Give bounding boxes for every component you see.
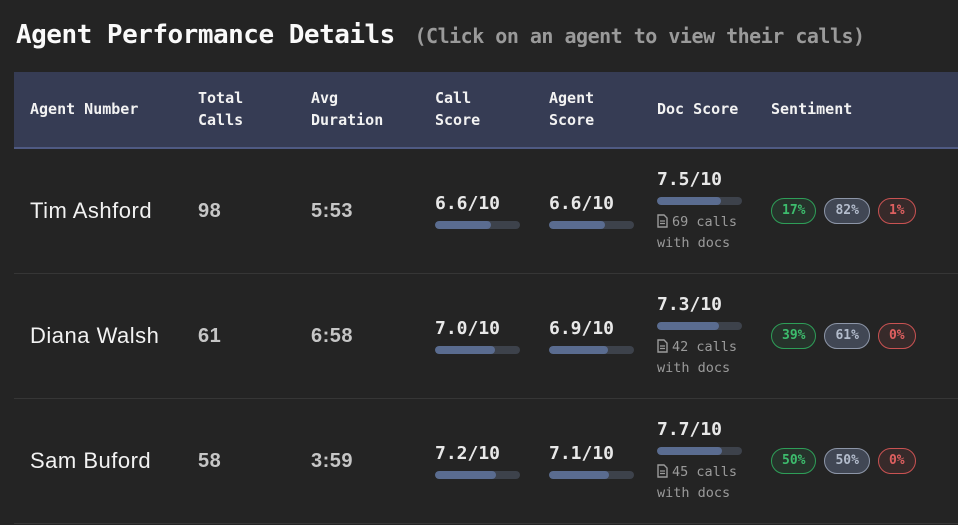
- doc-score-bar: [657, 321, 742, 330]
- total-calls-value: 98: [198, 199, 222, 222]
- docs-label: calls with docs: [657, 338, 738, 376]
- sentiment-positive-badge: 50%: [771, 447, 817, 475]
- agent-name-cell: Tim Ashford: [14, 198, 182, 224]
- agent-name: Sam Buford: [30, 448, 152, 473]
- avg-duration-value: 6:58: [311, 324, 354, 347]
- docs-count: 42: [672, 338, 689, 355]
- call-score-bar: [435, 346, 520, 354]
- call-score-bar: [435, 471, 520, 479]
- agent-row[interactable]: Diana Walsh 61 6:58 7.0/10 6.9/10 7.3/10…: [14, 274, 958, 399]
- sentiment-neutral-badge: 61%: [824, 322, 870, 350]
- agent-score-bar: [549, 471, 634, 479]
- avg-duration-cell: 6:58: [295, 325, 419, 348]
- column-header-doc-score: Doc Score: [657, 99, 739, 118]
- doc-score-bar-fill: [657, 446, 723, 455]
- document-icon: [657, 339, 668, 359]
- table-header-row: Agent Number Total Calls Avg Duration Ca…: [14, 72, 958, 149]
- column-header-sentiment: Sentiment: [771, 99, 853, 118]
- page-header: Agent Performance Details (Click on an a…: [0, 0, 958, 50]
- agent-score-cell: 7.1/10: [533, 443, 641, 479]
- doc-score-cell: 7.7/10 45 calls with docs: [641, 419, 755, 503]
- agent-score-value: 6.6/10: [549, 193, 615, 214]
- page-subtitle: (Click on an agent to view their calls): [414, 24, 865, 48]
- table-body: Tim Ashford 98 5:53 6.6/10 6.6/10 7.5/10…: [14, 149, 958, 524]
- sentiment-cell: 39% 61% 0%: [755, 322, 958, 350]
- agent-score-cell: 6.6/10: [533, 193, 641, 229]
- sentiment-badges: 17% 82% 1%: [771, 197, 958, 225]
- doc-score-cell: 7.3/10 42 calls with docs: [641, 294, 755, 378]
- doc-score-value: 7.5/10: [657, 168, 723, 190]
- docs-info: 69 calls with docs: [657, 213, 745, 253]
- docs-count: 69: [672, 213, 689, 230]
- total-calls-cell: 98: [182, 200, 295, 223]
- sentiment-negative-badge: 1%: [877, 197, 916, 225]
- agent-performance-table: Agent Number Total Calls Avg Duration Ca…: [14, 72, 958, 524]
- call-score-value: 6.6/10: [435, 193, 501, 214]
- sentiment-neutral-badge: 50%: [824, 447, 870, 475]
- agent-score-bar: [549, 346, 634, 354]
- sentiment-negative-badge: 0%: [877, 322, 916, 350]
- doc-score-bar: [657, 446, 742, 455]
- agent-score-cell: 6.9/10: [533, 318, 641, 354]
- agent-score-value: 7.1/10: [549, 443, 615, 464]
- agent-name-cell: Sam Buford: [14, 448, 182, 474]
- sentiment-cell: 17% 82% 1%: [755, 197, 958, 225]
- column-header-total-calls: Total Calls: [198, 88, 244, 129]
- avg-duration-value: 5:53: [311, 199, 354, 222]
- sentiment-positive-badge: 39%: [771, 322, 817, 350]
- sentiment-badges: 50% 50% 0%: [771, 447, 958, 475]
- call-score-bar-fill: [435, 471, 497, 479]
- agent-name: Diana Walsh: [30, 323, 160, 348]
- agent-score-bar: [549, 221, 634, 229]
- total-calls-cell: 61: [182, 325, 295, 348]
- agent-name-cell: Diana Walsh: [14, 323, 182, 349]
- column-header-avg-duration: Avg Duration: [311, 88, 384, 129]
- agent-score-bar-fill: [549, 221, 606, 229]
- document-icon: [657, 214, 668, 234]
- document-icon: [657, 464, 668, 484]
- doc-score-cell: 7.5/10 69 calls with docs: [641, 169, 755, 253]
- sentiment-negative-badge: 0%: [877, 447, 916, 475]
- doc-score-value: 7.3/10: [657, 293, 723, 315]
- agent-score-bar-fill: [549, 346, 608, 354]
- sentiment-cell: 50% 50% 0%: [755, 447, 958, 475]
- agent-score-value: 6.9/10: [549, 318, 615, 339]
- docs-label: calls with docs: [657, 463, 738, 501]
- avg-duration-cell: 5:53: [295, 200, 419, 223]
- total-calls-cell: 58: [182, 450, 295, 473]
- sentiment-positive-badge: 17%: [771, 197, 817, 225]
- doc-score-bar-fill: [657, 196, 721, 205]
- agent-row[interactable]: Sam Buford 58 3:59 7.2/10 7.1/10 7.7/10 …: [14, 399, 958, 524]
- total-calls-value: 61: [198, 324, 222, 347]
- call-score-value: 7.0/10: [435, 318, 501, 339]
- page-title: Agent Performance Details: [16, 20, 395, 50]
- sentiment-badges: 39% 61% 0%: [771, 322, 958, 350]
- call-score-cell: 7.2/10: [419, 443, 533, 479]
- agent-name: Tim Ashford: [30, 198, 153, 223]
- docs-label: calls with docs: [657, 213, 738, 251]
- call-score-bar: [435, 221, 520, 229]
- call-score-cell: 7.0/10: [419, 318, 533, 354]
- call-score-bar-fill: [435, 346, 495, 354]
- total-calls-value: 58: [198, 449, 222, 472]
- docs-count: 45: [672, 463, 689, 480]
- call-score-cell: 6.6/10: [419, 193, 533, 229]
- avg-duration-value: 3:59: [311, 449, 354, 472]
- docs-info: 45 calls with docs: [657, 463, 745, 503]
- column-header-agent-number: Agent Number: [30, 99, 139, 118]
- doc-score-bar-fill: [657, 321, 720, 330]
- doc-score-value: 7.7/10: [657, 418, 723, 440]
- column-header-agent-score: Agent Score: [549, 88, 595, 129]
- call-score-value: 7.2/10: [435, 443, 501, 464]
- column-header-call-score: Call Score: [435, 88, 481, 129]
- sentiment-neutral-badge: 82%: [824, 197, 870, 225]
- agent-row[interactable]: Tim Ashford 98 5:53 6.6/10 6.6/10 7.5/10…: [14, 149, 958, 274]
- call-score-bar-fill: [435, 221, 492, 229]
- docs-info: 42 calls with docs: [657, 338, 745, 378]
- avg-duration-cell: 3:59: [295, 450, 419, 473]
- agent-score-bar-fill: [549, 471, 610, 479]
- doc-score-bar: [657, 196, 742, 205]
